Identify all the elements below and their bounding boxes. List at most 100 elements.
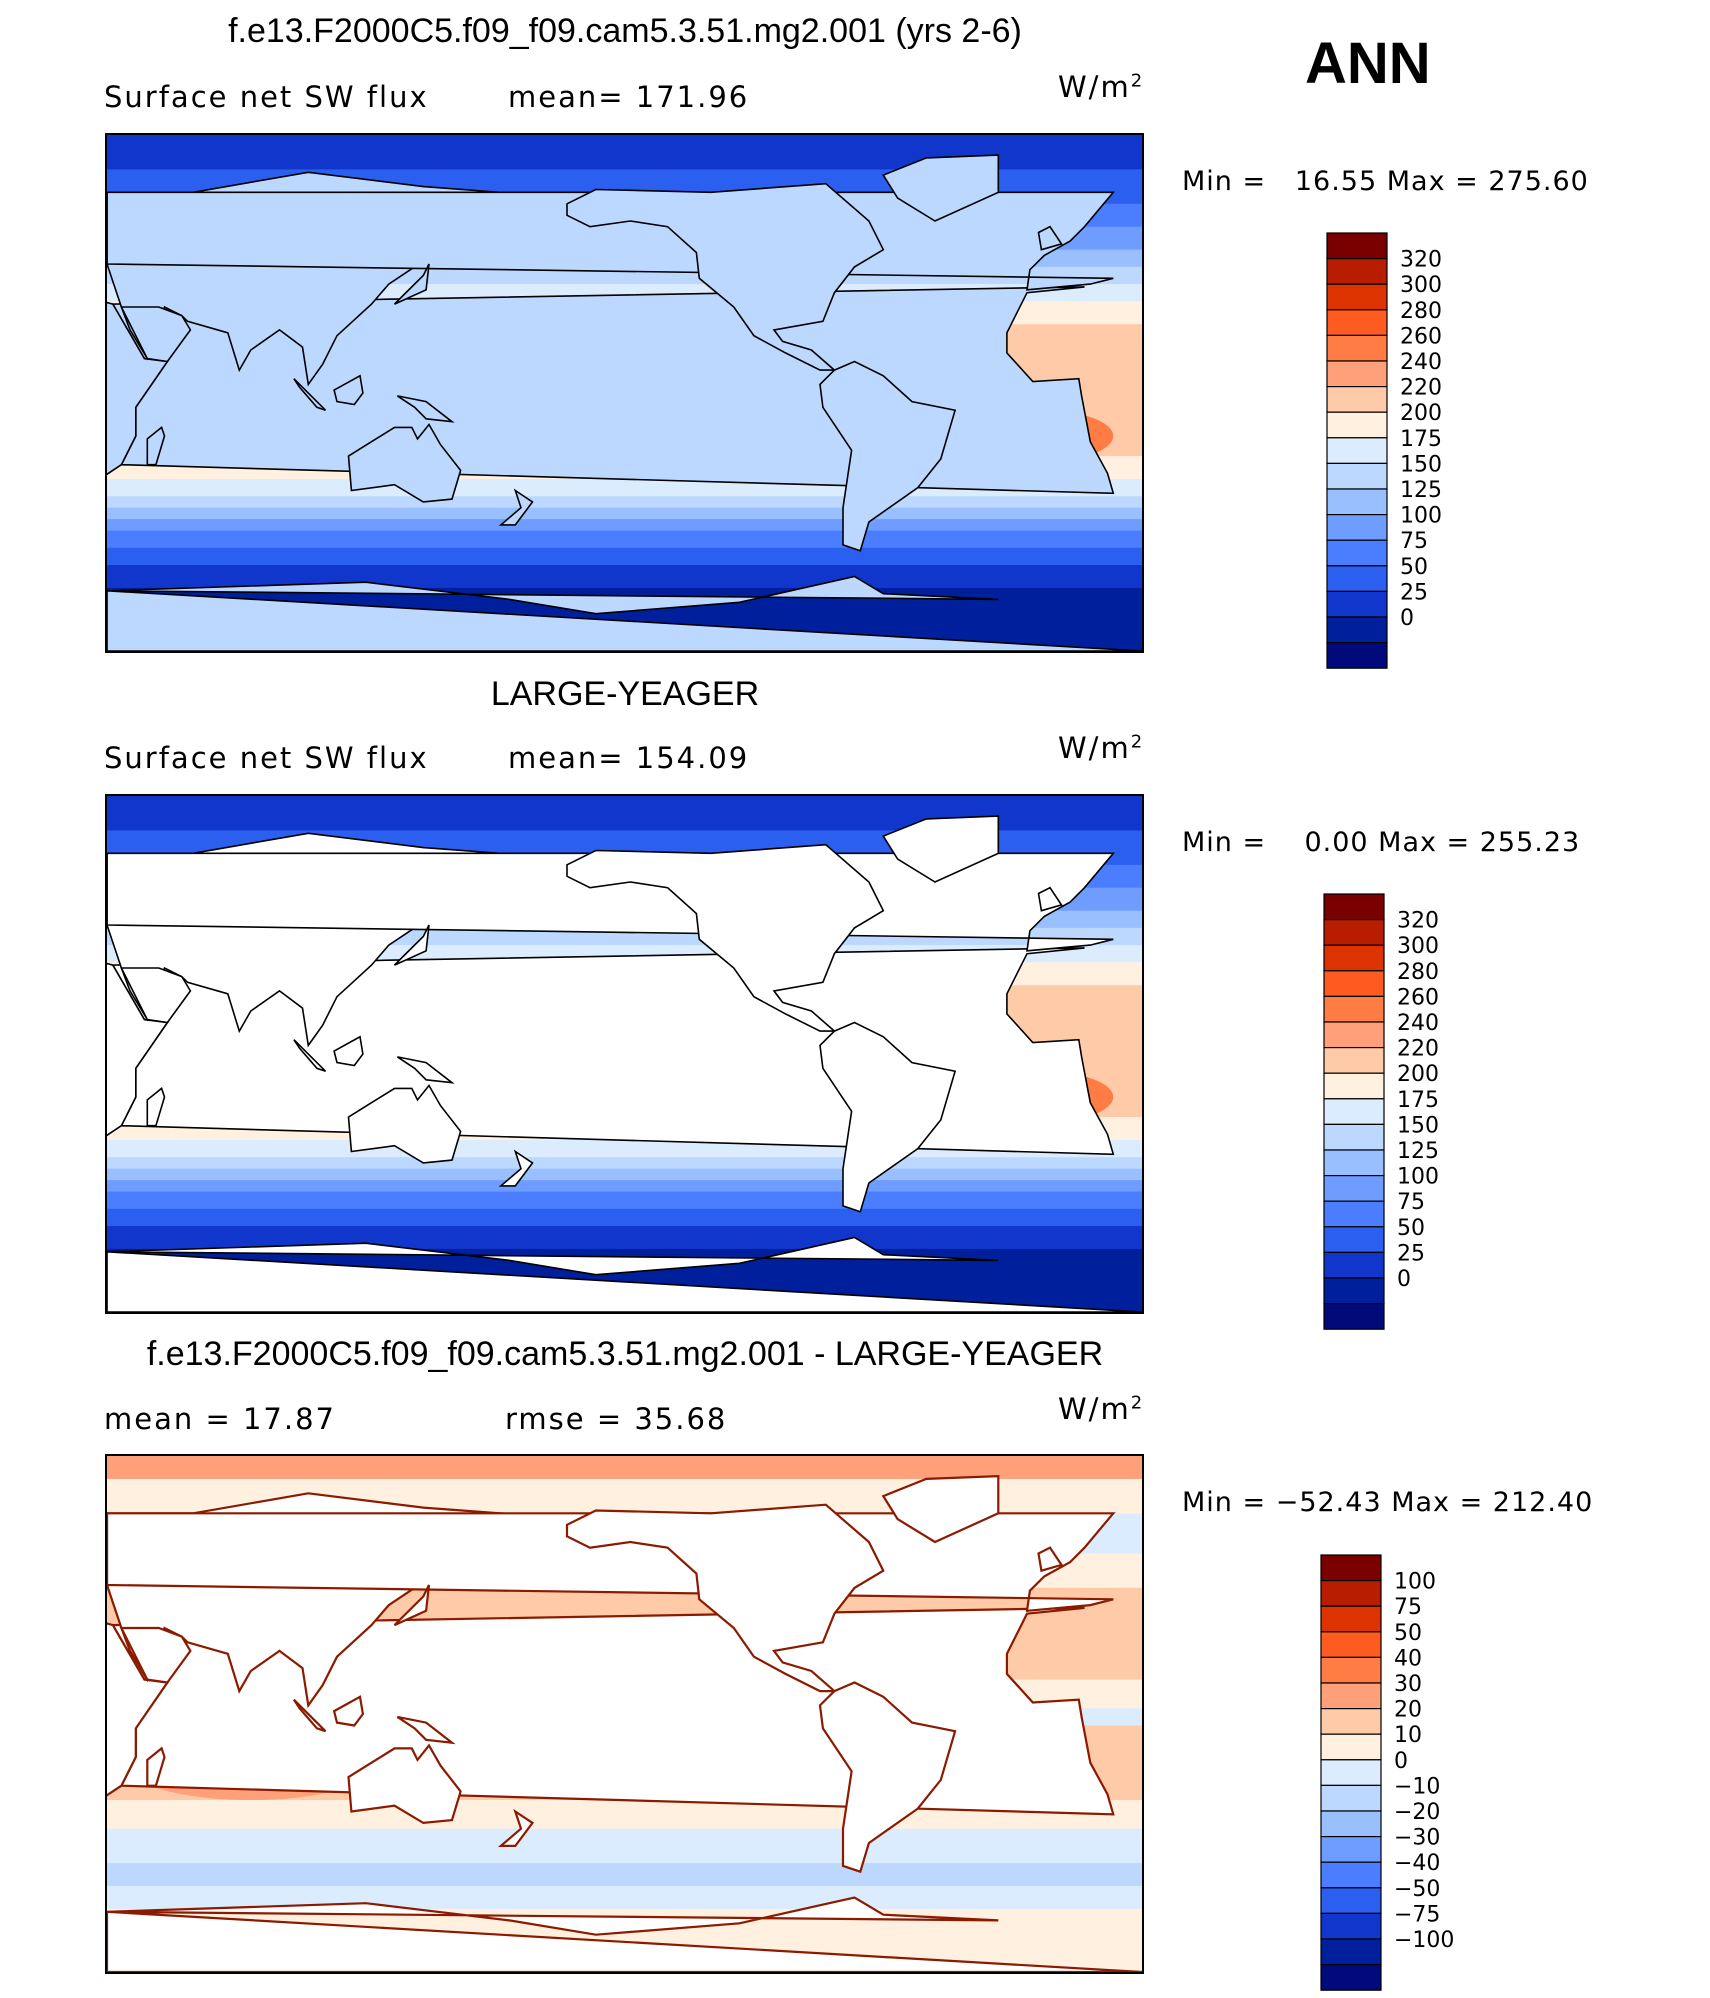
- colorbar-swatch: [1323, 1251, 1385, 1279]
- colorbar-swatch: [1326, 258, 1388, 285]
- continent-sumatra: [293, 1039, 327, 1072]
- colorbar-swatch: [1323, 893, 1385, 921]
- colorbar-tick-label: 240: [1400, 350, 1442, 375]
- colorbar-tick-label: 175: [1397, 1088, 1439, 1113]
- contour-band: [107, 507, 1142, 520]
- colorbar-tick-label: 320: [1397, 909, 1439, 934]
- continent-namerica: [566, 182, 885, 371]
- colorbar-tick-label: 25: [1400, 580, 1428, 605]
- panel-3-contour-field: [107, 1456, 1142, 1972]
- colorbar-tick-label: −50: [1394, 1877, 1440, 1902]
- colorbar-swatch: [1326, 514, 1388, 541]
- colorbar-swatch: [1320, 1733, 1382, 1761]
- colorbar-swatch: [1320, 1682, 1382, 1710]
- colorbar-swatch: [1323, 1149, 1385, 1177]
- colorbar-swatch: [1323, 919, 1385, 946]
- colorbar-tick-label: 125: [1397, 1139, 1439, 1164]
- continent-australia: [347, 1084, 462, 1164]
- continent-arabia: [119, 1626, 192, 1684]
- panel-2-mean: mean= 154.09: [508, 741, 750, 775]
- panel-2-title: LARGE-YEAGER: [490, 675, 760, 713]
- continent-namerica: [566, 843, 885, 1032]
- colorbar-swatch: [1320, 1631, 1382, 1659]
- colorbar-swatch: [1326, 437, 1388, 465]
- colorbar-swatch: [1320, 1656, 1382, 1684]
- colorbar-tick-label: 220: [1397, 1037, 1439, 1062]
- contour-band: [107, 1828, 1142, 1864]
- panel-3-title: f.e13.F2000C5.f09_f09.cam5.3.51.mg2.001 …: [146, 1335, 1104, 1373]
- colorbar-swatch: [1320, 1810, 1382, 1838]
- colorbar-swatch: [1323, 1123, 1385, 1151]
- colorbar-swatch: [1326, 539, 1388, 567]
- continent-africa-wrap: [107, 962, 169, 1137]
- contour-band: [107, 1180, 1142, 1193]
- continent-borneo: [333, 1035, 364, 1067]
- colorbar-tick-label: 125: [1400, 478, 1442, 503]
- colorbar-tick-label: 200: [1400, 401, 1442, 426]
- colorbar-tick-label: 50: [1397, 1216, 1425, 1241]
- contour-band: [107, 1456, 1142, 1480]
- colorbar-swatch: [1320, 1605, 1382, 1633]
- panel-1-mean: mean= 171.96: [508, 80, 750, 114]
- continent-antarctica: [107, 1896, 1142, 1972]
- colorbar-swatch: [1323, 1098, 1385, 1126]
- colorbar-tick-label: 300: [1397, 934, 1439, 959]
- colorbar-swatch: [1323, 1303, 1385, 1330]
- continent-borneo: [332, 1695, 365, 1727]
- continent-japan: [393, 924, 430, 966]
- continent-arabia: [120, 306, 192, 363]
- panel-3-rmse: rmse = 35.68: [505, 1402, 728, 1436]
- colorbar-tick-label: 240: [1397, 1011, 1439, 1036]
- colorbar-swatch: [1326, 488, 1388, 516]
- continent-samerica: [818, 1681, 957, 1874]
- colorbar-tick-label: −100: [1394, 1928, 1454, 1953]
- panel-3-units: W/m2: [1058, 1392, 1143, 1426]
- continent-sumatra: [293, 378, 327, 411]
- colorbar-tick-label: 280: [1400, 299, 1442, 324]
- colorbar-tick-label: 50: [1394, 1621, 1422, 1646]
- colorbar-tick-label: 100: [1397, 1165, 1439, 1190]
- panel-3-colorbar: 100 75 50 40 30 20 10 0 −10 −20 −30 −40 −50 −75 −100: [1320, 1554, 1520, 1998]
- colorbar-swatch: [1326, 616, 1388, 644]
- continent-madagascar: [146, 1087, 166, 1127]
- colorbar-tick-label: 100: [1400, 504, 1442, 529]
- panel-2-units: W/m2: [1058, 731, 1143, 765]
- colorbar-swatch: [1320, 1759, 1382, 1787]
- colorbar-tick-label: −20: [1394, 1800, 1440, 1825]
- colorbar-tick-label: 260: [1397, 985, 1439, 1010]
- contour-band: [107, 1157, 1142, 1170]
- colorbar-tick-label: 30: [1394, 1672, 1422, 1697]
- colorbar-tick-label: 25: [1397, 1241, 1425, 1266]
- panel-1-title: f.e13.F2000C5.f09_f09.cam5.3.51.mg2.001 …: [228, 12, 1022, 50]
- colorbar-swatch: [1326, 565, 1388, 592]
- continent-nz: [497, 1808, 535, 1847]
- colorbar-swatch: [1326, 283, 1388, 311]
- colorbar-swatch: [1320, 1580, 1382, 1607]
- continent-uk: [1037, 1546, 1064, 1573]
- colorbar-swatch: [1326, 462, 1388, 490]
- colorbar-swatch: [1326, 334, 1388, 362]
- colorbar-tick-label: 20: [1394, 1698, 1422, 1723]
- colorbar-tick-label: 0: [1400, 606, 1414, 631]
- panel-2-contour-field: [107, 796, 1142, 1312]
- continent-nz: [498, 1149, 534, 1187]
- continent-japan: [393, 1584, 431, 1627]
- panel-3-mean: mean = 17.87: [104, 1402, 336, 1436]
- colorbar-swatch: [1320, 1887, 1382, 1914]
- panel-1-minmax: Min = 16.55 Max = 275.60: [1182, 166, 1589, 197]
- continent-antarctica: [107, 1236, 1142, 1312]
- contour-band: [107, 1168, 1142, 1181]
- colorbar-tick-label: 220: [1400, 376, 1442, 401]
- colorbar-swatch: [1326, 309, 1388, 337]
- continent-newguinea: [396, 395, 455, 423]
- colorbar-tick-label: 0: [1394, 1749, 1408, 1774]
- colorbar-swatch: [1326, 232, 1388, 260]
- continent-samerica: [819, 360, 957, 552]
- colorbar-swatch: [1326, 386, 1388, 413]
- continent-australia: [347, 423, 462, 503]
- colorbar-swatch: [1323, 1226, 1385, 1253]
- colorbar-swatch: [1323, 970, 1385, 998]
- continent-nz: [498, 488, 534, 526]
